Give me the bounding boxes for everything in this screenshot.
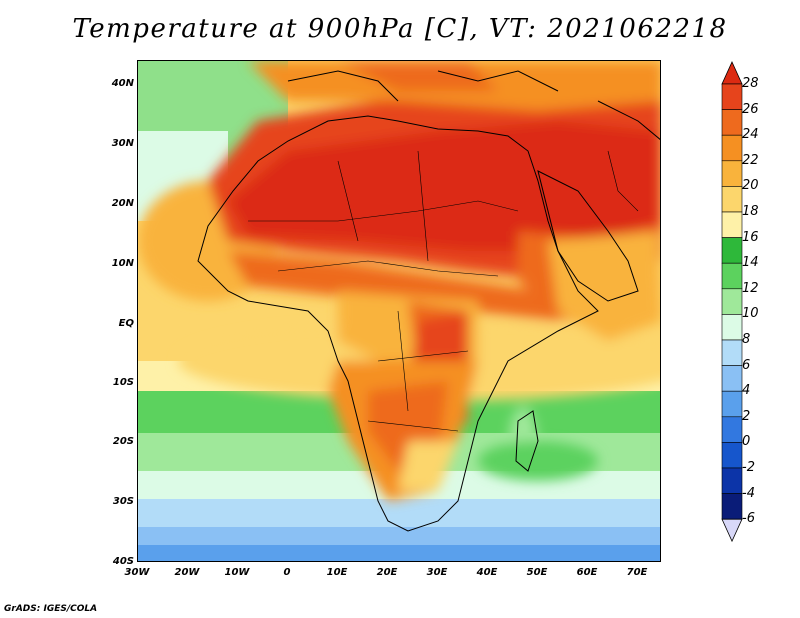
colorbar-swatch xyxy=(721,493,743,520)
colorbar-swatch xyxy=(721,288,743,315)
colorbar-swatches xyxy=(721,61,743,543)
colorbar-swatch xyxy=(721,467,743,494)
lat-label-20s: 20S xyxy=(112,436,134,447)
lon-label-30w: 30W xyxy=(124,567,150,578)
colorbar-tick-label: 8 xyxy=(742,332,751,347)
colorbar-bottom-arrow xyxy=(721,518,743,543)
colorbar-tick-label: 22 xyxy=(742,152,759,168)
colorbar-tick-label: -6 xyxy=(742,511,755,527)
colorbar-swatch xyxy=(721,211,743,238)
colorbar-swatch xyxy=(721,83,743,110)
colorbar-swatch xyxy=(721,442,743,469)
colorbar-tick-label: 16 xyxy=(742,229,759,245)
colorbar-tick-label: 14 xyxy=(742,255,759,271)
lon-label-10w: 10W xyxy=(224,567,250,578)
colorbar-swatch xyxy=(721,109,743,136)
colorbar-swatch xyxy=(721,237,743,264)
colorbar xyxy=(721,61,743,543)
colorbar-tick-label: 24 xyxy=(742,127,759,143)
lon-label-20w: 20W xyxy=(174,567,200,578)
colorbar-swatch xyxy=(721,339,743,366)
colorbar-tick-label: 18 xyxy=(742,204,759,219)
colorbar-tick-label: 10 xyxy=(742,306,759,322)
lat-label-10n: 10N xyxy=(111,258,134,269)
lon-label-60e: 60E xyxy=(576,567,598,578)
lon-label-70e: 70E xyxy=(626,567,648,578)
colorbar-swatch xyxy=(721,262,743,290)
map-panel xyxy=(137,60,661,562)
lon-label-50e: 50E xyxy=(526,567,548,578)
lat-label-40s: 40S xyxy=(112,556,134,567)
colorbar-swatch xyxy=(721,134,743,162)
colorbar-tick-label: 20 xyxy=(742,178,759,194)
colorbar-swatch xyxy=(721,365,743,392)
lat-label-10s: 10S xyxy=(112,377,134,388)
colorbar-tick-label: 26 xyxy=(742,101,759,117)
lon-label-0: 0 xyxy=(283,567,291,578)
colorbar-tick-label: 28 xyxy=(742,76,759,91)
colorbar-top-arrow xyxy=(721,61,743,85)
colorbar-swatch xyxy=(721,160,743,187)
colorbar-tick-label: 0 xyxy=(742,434,751,450)
colorbar-tick-label: -2 xyxy=(742,460,755,475)
lat-label-eq: EQ xyxy=(118,318,134,329)
lon-label-40e: 40E xyxy=(476,567,498,578)
lat-label-40n: 40N xyxy=(111,78,134,89)
lat-label-30s: 30S xyxy=(112,496,134,507)
colorbar-tick-label: 6 xyxy=(742,357,751,373)
colorbar-swatch xyxy=(721,390,743,418)
temperature-field xyxy=(138,61,660,561)
lat-label-20n: 20N xyxy=(111,198,134,209)
colorbar-tick-label: 12 xyxy=(742,280,759,296)
colorbar-swatch xyxy=(721,416,743,443)
lat-label-30n: 30N xyxy=(111,138,134,149)
colorbar-tick-label: 2 xyxy=(742,408,751,424)
map-title: Temperature at 900hPa [C], VT: 202106221… xyxy=(72,14,728,44)
lon-label-10e: 10E xyxy=(326,567,348,578)
footer-credit: GrADS: IGES/COLA xyxy=(4,604,98,614)
colorbar-tick-label: 4 xyxy=(742,383,751,399)
lon-label-30e: 30E xyxy=(426,567,448,578)
lon-label-20e: 20E xyxy=(376,567,398,578)
colorbar-tick-label: -4 xyxy=(742,485,755,501)
colorbar-swatch xyxy=(721,186,743,213)
colorbar-swatch xyxy=(721,314,743,341)
